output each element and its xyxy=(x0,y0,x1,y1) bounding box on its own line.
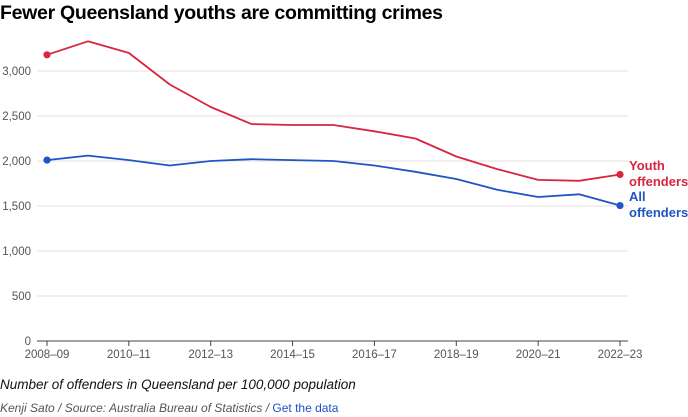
series-line-youth xyxy=(46,40,621,182)
x-tick-label: 2020–21 xyxy=(516,349,561,361)
series-endpoint xyxy=(43,51,51,59)
y-tick-label: 500 xyxy=(12,291,31,303)
source-separator: / xyxy=(54,401,65,415)
series-lines xyxy=(46,40,621,207)
y-tick-label: 3,000 xyxy=(2,66,31,78)
series-line-all xyxy=(46,154,621,207)
y-tick-label: 1,500 xyxy=(2,201,31,213)
author: Kenji Sato xyxy=(0,401,55,415)
x-tick-label: 2012–13 xyxy=(188,349,233,361)
x-tick-label: 2010–11 xyxy=(107,349,151,361)
series-endpoints xyxy=(43,51,624,210)
y-axis-ticks: 0 500 1,000 1,500 2,000 2,500 3,000 xyxy=(2,66,31,348)
gridlines xyxy=(37,70,628,342)
get-the-data-link[interactable]: Get the data xyxy=(272,401,339,415)
chart-caption: Number of offenders in Queensland per 10… xyxy=(0,377,356,392)
y-tick-label: 2,500 xyxy=(2,111,31,123)
source-separator: / xyxy=(262,401,273,415)
x-tick-label: 2018–19 xyxy=(434,349,479,361)
series-endpoint xyxy=(616,170,624,179)
x-tick-label: 2014–15 xyxy=(270,349,315,361)
x-tick-label: 2008–09 xyxy=(25,349,70,361)
series-endpoint xyxy=(616,201,624,210)
series-label-all: All offenders xyxy=(629,189,688,220)
source-line: Kenji Sato / Source: Australia Bureau of… xyxy=(0,401,338,415)
y-tick-label: 1,000 xyxy=(2,246,31,258)
series-label-youth: Youth offenders xyxy=(629,158,688,189)
y-tick-label: 2,000 xyxy=(2,156,31,168)
x-axis-ticks: 2008–09 2010–11 2012–13 2014–15 2016–17 2018–… xyxy=(25,341,643,361)
source-text: Source: Australia Bureau of Statistics xyxy=(64,401,263,415)
chart-title: Fewer Queensland youths are committing c… xyxy=(0,2,443,24)
y-tick-label: 0 xyxy=(25,336,31,348)
x-tick-label: 2022–23 xyxy=(598,349,643,361)
series-endpoint xyxy=(43,156,51,164)
x-tick-label: 2016–17 xyxy=(352,349,397,361)
